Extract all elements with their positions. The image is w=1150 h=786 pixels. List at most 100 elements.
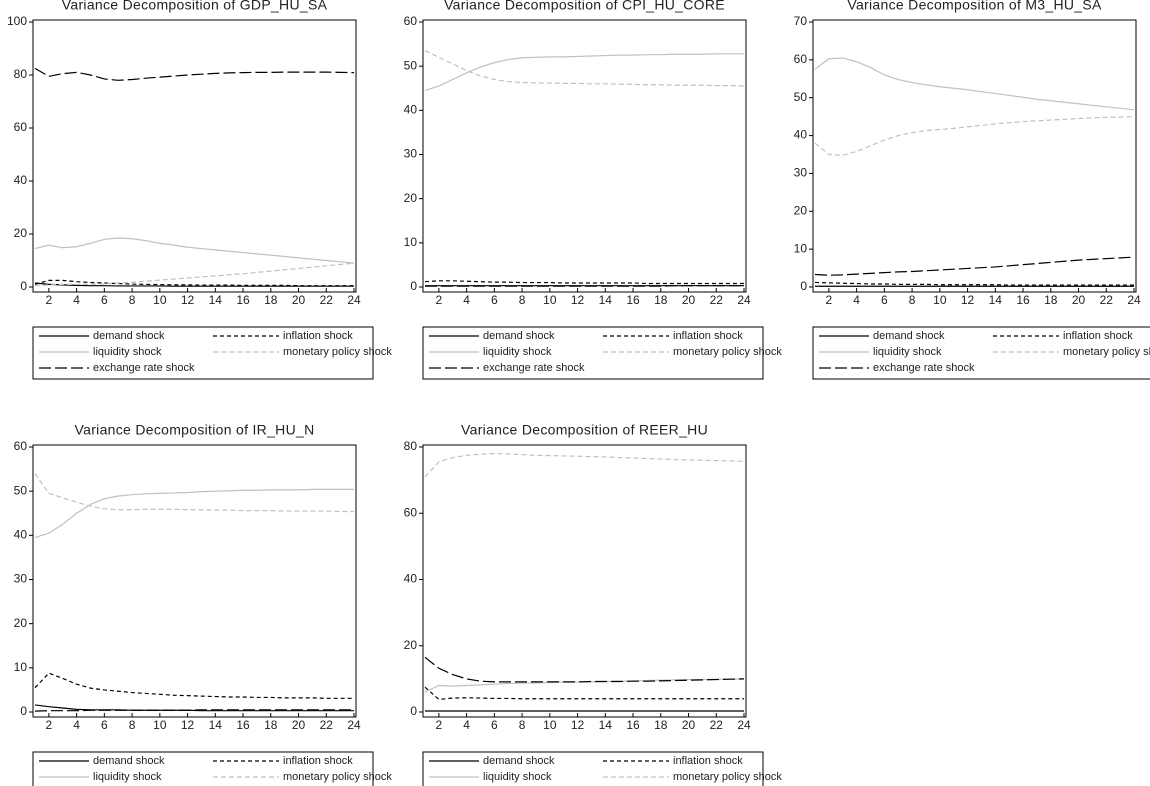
x-tick-label: 16 [626, 293, 640, 307]
legend-label: monetary policy shock [673, 771, 782, 783]
x-tick-label: 8 [129, 718, 136, 732]
x-tick-label: 14 [209, 293, 223, 307]
x-tick-label: 14 [209, 718, 223, 732]
legend-label: liquidity shock [93, 346, 162, 358]
series-line [424, 280, 744, 285]
series-line [34, 282, 354, 287]
y-tick-label: 20 [404, 191, 418, 205]
legend-label: demand shock [873, 330, 945, 342]
legend-box [812, 326, 1150, 380]
x-tick-label: 22 [320, 718, 334, 732]
x-tick-label: 16 [626, 718, 640, 732]
x-tick-label: 20 [682, 718, 696, 732]
plot-frame [812, 19, 1137, 293]
x-tick-label: 12 [181, 293, 195, 307]
y-tick-label: 80 [14, 67, 28, 81]
x-tick-label: 10 [153, 718, 167, 732]
series-line [814, 256, 1135, 276]
y-tick-label: 0 [410, 279, 417, 293]
x-tick-label: 4 [463, 293, 470, 307]
x-tick-label: 22 [710, 718, 724, 732]
series-line [34, 473, 354, 513]
legend-label: liquidity shock [93, 771, 162, 783]
chart-panel: Variance Decomposition of CPI_HU_CORE 0 10… [404, 0, 782, 380]
y-tick-label: 50 [794, 90, 808, 104]
x-tick-label: 8 [129, 293, 136, 307]
legend-label: exchange rate shock [93, 362, 195, 374]
legend-label: demand shock [483, 755, 555, 767]
y-tick-label: 60 [404, 505, 418, 519]
y-tick-label: 0 [410, 704, 417, 718]
legend-label: inflation shock [673, 330, 743, 342]
y-tick-label: 10 [794, 241, 808, 255]
legend-label: demand shock [483, 330, 555, 342]
series-line [34, 488, 354, 539]
plot-frame [32, 444, 357, 718]
y-tick-label: 50 [14, 483, 28, 497]
y-tick-label: 40 [404, 103, 418, 117]
x-tick-label: 20 [1072, 293, 1086, 307]
x-tick-label: 18 [654, 718, 668, 732]
x-tick-label: 10 [543, 293, 557, 307]
y-tick-label: 0 [20, 279, 27, 293]
legend-label: inflation shock [673, 755, 743, 767]
legend-label: liquidity shock [483, 346, 552, 358]
plot-frame [32, 19, 357, 293]
legend-label: inflation shock [283, 330, 353, 342]
legend-label: inflation shock [283, 755, 353, 767]
legend-box [422, 751, 764, 786]
x-tick-label: 6 [101, 293, 108, 307]
x-tick-label: 10 [153, 293, 167, 307]
series-line [814, 116, 1135, 156]
x-tick-label: 4 [463, 718, 470, 732]
x-tick-label: 16 [236, 293, 250, 307]
x-tick-label: 20 [292, 293, 306, 307]
chart-title: Variance Decomposition of M3_HU_SA [847, 0, 1102, 13]
x-tick-label: 20 [682, 293, 696, 307]
x-tick-label: 10 [933, 293, 947, 307]
legend-label: monetary policy shock [673, 346, 782, 358]
x-tick-label: 2 [46, 718, 53, 732]
legend-label: exchange rate shock [873, 362, 975, 374]
x-tick-label: 16 [1016, 293, 1030, 307]
x-tick-label: 8 [909, 293, 916, 307]
series-line [814, 281, 1134, 286]
x-tick-label: 6 [491, 293, 498, 307]
x-tick-label: 2 [436, 293, 443, 307]
legend-box [422, 326, 764, 380]
x-tick-label: 22 [710, 293, 724, 307]
x-tick-label: 6 [881, 293, 888, 307]
x-tick-label: 2 [436, 718, 443, 732]
legend-label: monetary policy shock [1063, 346, 1150, 358]
legend-label: monetary policy shock [283, 346, 392, 358]
x-tick-label: 4 [73, 718, 80, 732]
x-tick-label: 4 [73, 293, 80, 307]
legend-label: exchange rate shock [483, 362, 585, 374]
x-tick-label: 2 [826, 293, 833, 307]
chart-panel: Variance Decomposition of IR_HU_N 0 10 20 30… [14, 422, 392, 786]
y-tick-label: 30 [794, 166, 808, 180]
legend-box [32, 751, 374, 786]
y-tick-label: 20 [14, 226, 28, 240]
series-line [424, 453, 745, 478]
x-tick-label: 10 [543, 718, 557, 732]
y-tick-label: 30 [14, 572, 28, 586]
legend-label: liquidity shock [873, 346, 942, 358]
x-tick-label: 22 [1100, 293, 1114, 307]
x-tick-label: 20 [292, 718, 306, 732]
legend-label: liquidity shock [483, 771, 552, 783]
legend-box [32, 326, 374, 380]
chart-panel: Variance Decomposition of GDP_HU_SA 0 20 40… [7, 0, 392, 380]
series-line [424, 678, 745, 693]
legend-label: demand shock [93, 755, 165, 767]
y-tick-label: 0 [800, 279, 807, 293]
y-tick-label: 0 [20, 704, 27, 718]
legend-label: demand shock [93, 330, 165, 342]
plot-frame [422, 444, 747, 718]
x-tick-label: 24 [737, 293, 751, 307]
x-tick-label: 6 [101, 718, 108, 732]
x-tick-label: 24 [347, 293, 361, 307]
y-tick-label: 20 [404, 638, 418, 652]
series-line [424, 50, 745, 87]
